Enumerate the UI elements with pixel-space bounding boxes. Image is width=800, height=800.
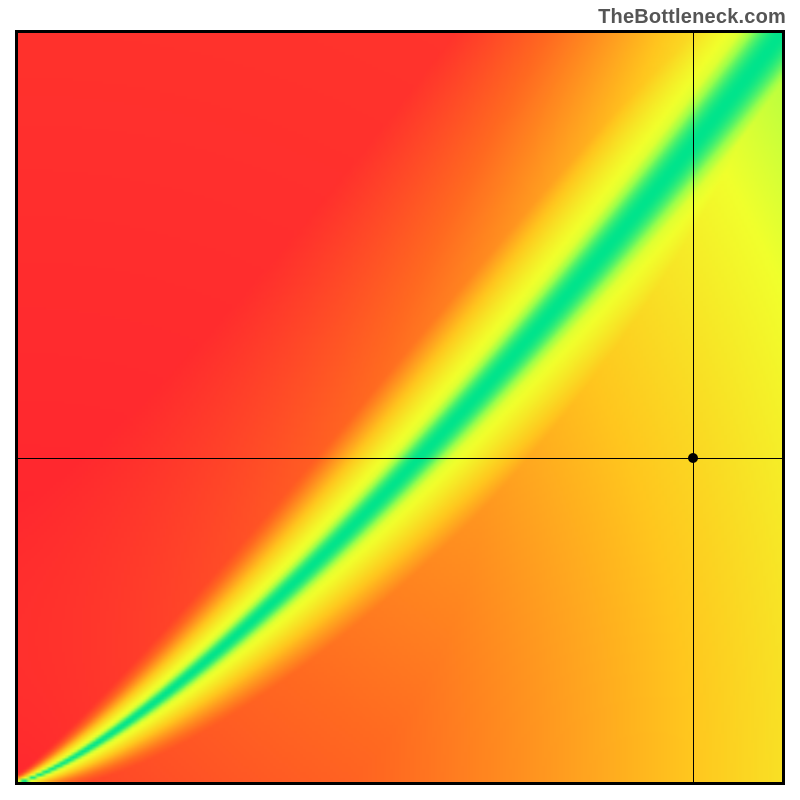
chart-container: TheBottleneck.com [0, 0, 800, 800]
marker-dot [688, 453, 698, 463]
attribution-label: TheBottleneck.com [598, 6, 786, 29]
crosshair-vertical [693, 33, 694, 782]
heatmap-plot [15, 30, 785, 785]
crosshair-horizontal [18, 458, 782, 459]
heatmap-canvas [18, 33, 782, 782]
